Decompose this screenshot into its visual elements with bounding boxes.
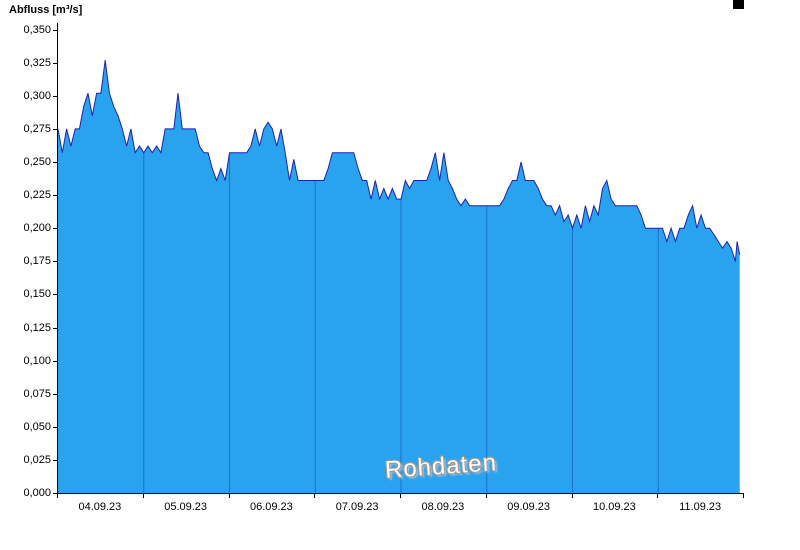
y-axis-tick-label: 0,125	[23, 321, 51, 334]
y-axis-tick-label: 0,225	[23, 189, 51, 202]
y-axis-tick-mark	[53, 62, 57, 64]
y-axis-tick-label: 0,150	[23, 288, 51, 301]
x-axis-tick-label: 09.09.23	[507, 501, 551, 513]
chart-title: Abfluss [m³/s]	[9, 4, 83, 16]
discharge-area-series	[58, 60, 741, 493]
y-axis-tick-mark	[53, 261, 57, 263]
y-axis-tick-mark	[53, 426, 57, 428]
y-axis-tick-mark	[53, 162, 57, 163]
y-axis-tick-label: 0,075	[23, 387, 51, 400]
y-axis-tick-label: 0,000	[23, 487, 51, 499]
x-axis-tick-mark	[571, 494, 573, 498]
y-axis-tick-mark	[53, 128, 57, 130]
x-axis-tick-label: 10.09.23	[592, 501, 636, 513]
x-axis-tick-mark	[228, 494, 230, 498]
y-axis-tick-mark	[53, 29, 57, 31]
x-axis-tick-mark	[57, 494, 58, 498]
y-axis-tick-label: 0,325	[23, 56, 51, 69]
y-axis-tick-mark	[53, 95, 57, 97]
x-axis-tick-label: 05.09.23	[164, 501, 208, 513]
y-axis-tick-mark	[53, 327, 57, 329]
series-outline	[58, 60, 741, 262]
x-axis-tick-mark	[485, 494, 487, 498]
y-axis-tick-label: 0,100	[23, 354, 51, 367]
window-corner-mark	[733, 0, 744, 9]
x-axis-tick-label: 08.09.23	[421, 501, 465, 513]
y-axis-tick-mark	[53, 393, 57, 395]
x-axis-tick-label: 11.09.23	[679, 501, 722, 513]
y-axis-tick-mark	[53, 360, 57, 362]
x-axis-tick-mark	[400, 494, 401, 498]
x-axis-tick-label: 07.09.23	[335, 501, 379, 513]
plot-area: Rohdaten	[57, 23, 744, 494]
x-axis-tick-label: 04.09.23	[78, 501, 122, 513]
x-axis-tick-label: 06.09.23	[249, 501, 293, 513]
y-axis-tick-mark	[53, 493, 57, 494]
y-axis-tick-label: 0,025	[23, 453, 51, 466]
y-axis-tick-label: 0,050	[23, 420, 51, 433]
y-axis-tick-mark	[53, 294, 57, 296]
y-axis-tick-label: 0,275	[23, 122, 51, 135]
x-axis-tick-mark	[142, 494, 144, 498]
x-axis-tick-mark	[657, 494, 659, 498]
y-axis-tick-label: 0,350	[23, 23, 51, 36]
area-fill	[58, 60, 740, 493]
y-axis-tick-label: 0,300	[23, 89, 51, 102]
y-axis-tick-label: 0,200	[23, 222, 51, 235]
x-axis-tick-mark	[743, 494, 744, 498]
y-axis-tick-mark	[53, 195, 57, 197]
x-axis-tick-mark	[314, 494, 316, 498]
y-axis-tick-label: 0,250	[23, 156, 51, 168]
y-axis-tick-mark	[53, 228, 57, 230]
y-axis-tick-label: 0,175	[23, 255, 51, 268]
y-axis-tick-mark	[53, 459, 57, 461]
